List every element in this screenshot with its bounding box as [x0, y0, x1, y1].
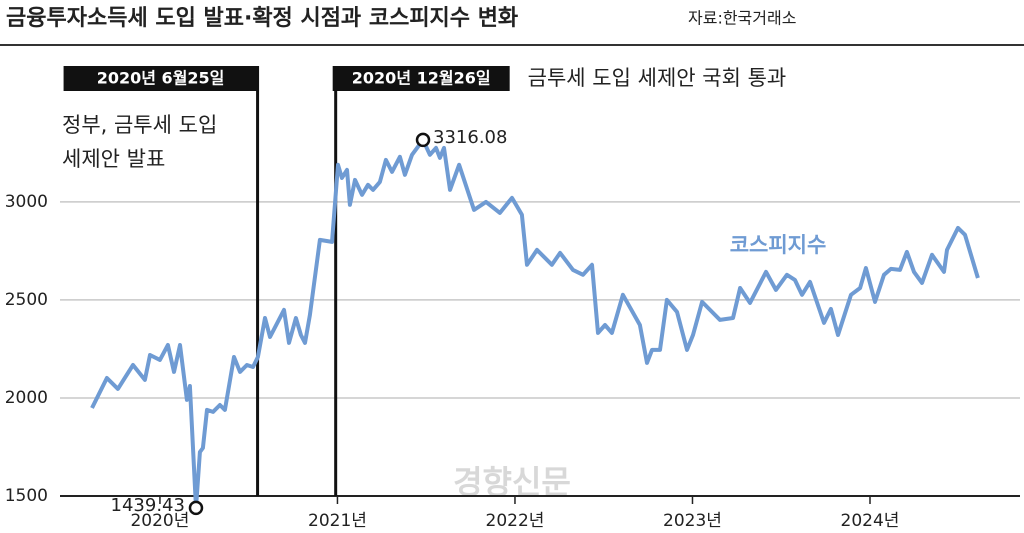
extreme-point: [188, 500, 204, 516]
series-label: 코스피지수: [730, 233, 827, 257]
x-tick-label: 2020년: [130, 511, 189, 531]
y-tick-label: 2000: [5, 388, 48, 408]
extreme-label: 1439.43: [111, 495, 185, 516]
event-label: 2020년 12월26일: [352, 69, 491, 88]
source: 자료:한국거래소: [688, 9, 796, 28]
x-tick-label: 2022년: [486, 511, 545, 531]
x-tick-label: 2023년: [663, 511, 722, 531]
event-note: 세제안 발표: [62, 147, 165, 171]
x-tick-label: 2024년: [841, 511, 900, 531]
event-label-box: [332, 66, 510, 91]
event-label: 2020년 6월25일: [97, 69, 225, 88]
x-tick-label: 2021년: [308, 511, 367, 531]
line: [90, 137, 980, 510]
y-tick-label: 1500: [5, 486, 48, 506]
extreme-label: 3316.08: [433, 127, 507, 148]
chart-title: 금융투자소득세 도입 발표·확정 시점과 코스피지수 변화: [6, 6, 518, 31]
event-label-box: [63, 66, 258, 91]
event-note: 정부, 금투세 도입: [62, 113, 217, 137]
watermark: 경향신문: [453, 463, 571, 501]
y-tick-label: 3000: [5, 192, 48, 212]
y-tick-label: 2500: [5, 290, 48, 310]
event-note: 금투세 도입 세제안 국회 통과: [528, 66, 787, 90]
extreme-point: [415, 132, 431, 148]
